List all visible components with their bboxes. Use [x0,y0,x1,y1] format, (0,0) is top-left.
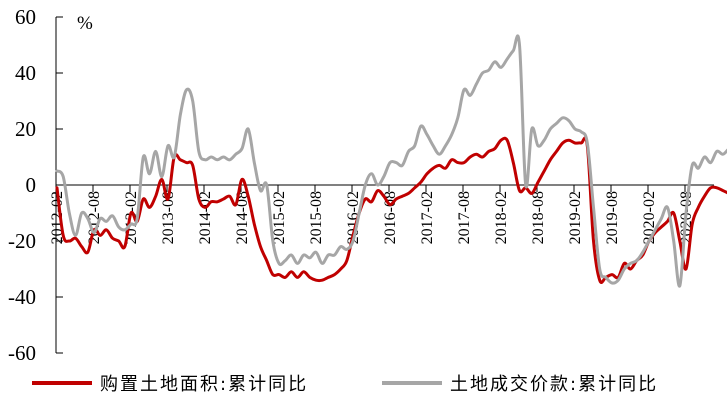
y-axis: 60 40 20 0 -20 -40 -60 [8,5,63,365]
x-tick-label: 2015-08 [308,191,325,244]
legend-item-land-area: 购置土地面积:累计同比 [32,368,308,398]
y-tick-label: 20 [15,117,36,141]
x-tick-label: 2020-02 [641,191,658,244]
legend-item-land-price: 土地成交价款:累计同比 [382,368,658,398]
x-tick-label: 2012-08 [86,191,103,244]
legend-swatch-gray-line [382,381,442,385]
legend-label: 土地成交价款:累计同比 [450,374,659,395]
x-axis: 2012-02 2012-08 2013-02 2013-08 2014-02 2014-… [49,184,714,244]
x-tick-label: 2018-02 [493,191,510,244]
line-chart: 60 40 20 0 -20 -40 -60 2012-02 2012-08 2013-02 20… [8,5,727,365]
y-tick-label: -60 [8,341,36,365]
x-tick-label: 2014-08 [234,191,251,244]
unit-label: % [77,13,93,34]
x-tick-label: 2019-08 [604,191,621,244]
x-tick-label: 2016-08 [382,191,399,244]
y-tick-label: 0 [26,173,37,197]
y-tick-label: 40 [15,61,36,85]
y-tick-label: 60 [15,5,36,29]
x-tick-label: 2017-08 [456,191,473,244]
x-tick-label: 2019-02 [567,191,584,244]
x-tick-label: 2015-02 [271,191,288,244]
x-tick-label: 2016-02 [345,191,362,244]
series-line-land-price [55,34,727,288]
x-tick-label: 2013-08 [160,191,177,244]
y-tick-label: -20 [8,229,36,253]
y-tick-label: -40 [8,285,36,309]
legend-swatch-red-line [32,381,92,385]
legend-label: 购置土地面积:累计同比 [100,374,309,395]
legend: 购置土地面积:累计同比 土地成交价款:累计同比 [0,368,727,400]
x-tick-label: 2017-02 [419,191,436,244]
x-tick-label: 2018-08 [530,191,547,244]
series-layer [55,34,727,288]
